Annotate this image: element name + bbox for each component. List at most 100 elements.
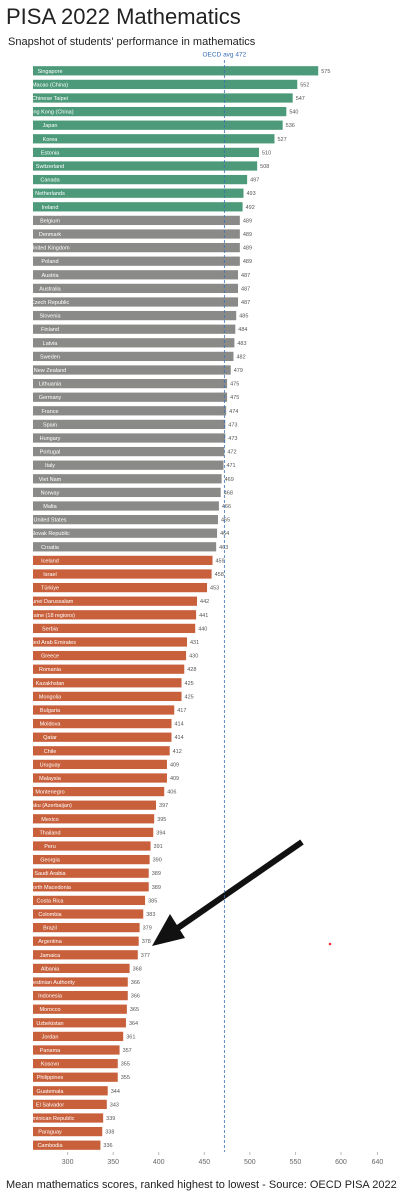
bar [33, 392, 228, 402]
category-label: Finland [41, 327, 59, 333]
bar [33, 1126, 103, 1137]
value-label: 458 [215, 572, 224, 578]
category-label: Estonia [41, 150, 60, 156]
bar [33, 1113, 104, 1123]
category-label: Moldova [40, 722, 62, 728]
bar [33, 977, 128, 987]
bar [33, 134, 275, 144]
bar [33, 732, 172, 742]
category-label: Brazil [43, 926, 57, 932]
category-label: Colombia [38, 912, 62, 918]
bar [33, 297, 239, 307]
value-label: 366 [131, 980, 140, 986]
value-label: 464 [220, 531, 229, 537]
value-label: 471 [226, 463, 235, 469]
value-label: 487 [241, 273, 250, 279]
category-label: Chile [44, 749, 57, 755]
value-label: 493 [246, 191, 255, 197]
category-label: Malta [43, 504, 57, 510]
category-label: Denmark [39, 232, 62, 238]
category-label: Slovak Republic [30, 531, 70, 537]
bar [33, 338, 235, 348]
arrow-head [152, 914, 185, 946]
value-label: 489 [243, 259, 252, 265]
bar [33, 433, 226, 443]
category-label: Israel [43, 572, 56, 578]
bar [33, 147, 259, 158]
bar [33, 868, 149, 878]
category-label: Czech Republic [31, 300, 70, 306]
category-label: Dominican Republic [26, 1116, 75, 1122]
bar [33, 66, 319, 76]
category-label: Guatemala [37, 1089, 65, 1095]
bar [33, 460, 224, 470]
value-label: 339 [106, 1116, 115, 1122]
category-label: Brunei Darussalam [27, 599, 74, 605]
category-label: France [41, 409, 58, 415]
value-label: 361 [126, 1034, 135, 1040]
value-label: 473 [228, 436, 237, 442]
category-label: Montenegro [35, 790, 64, 796]
value-label: 366 [131, 994, 140, 1000]
category-label: Serbia [42, 626, 59, 632]
bar [33, 283, 239, 294]
category-label: Cambodia [37, 1143, 63, 1149]
category-label: Croatia [41, 545, 60, 551]
x-tick-label: 400 [153, 1159, 165, 1166]
value-label: 484 [238, 327, 247, 333]
bar [33, 474, 222, 484]
value-label: 489 [243, 232, 252, 238]
category-label: Jordan [42, 1034, 59, 1040]
category-label: Macao (China) [32, 82, 68, 88]
bar [33, 895, 146, 906]
bar [33, 786, 165, 797]
category-label: Netherlands [35, 191, 65, 197]
bar [33, 365, 231, 375]
dot [328, 942, 332, 946]
category-label: Morocco [39, 1007, 60, 1013]
value-label: 482 [236, 354, 245, 360]
bar [33, 1045, 120, 1055]
bar [33, 1140, 101, 1150]
value-label: 430 [189, 654, 198, 660]
value-label: 540 [289, 110, 298, 116]
bar [33, 882, 149, 892]
bar [33, 1018, 126, 1028]
x-tick-label: 300 [62, 1159, 74, 1166]
category-label: Jamaica [40, 953, 61, 959]
category-label: United States [33, 518, 66, 524]
value-label: 417 [177, 708, 186, 714]
bar [33, 501, 219, 511]
chart-subtitle: Snapshot of students' performance in mat… [8, 36, 256, 48]
category-label: Canada [40, 178, 60, 184]
x-tick-label: 450 [198, 1159, 210, 1166]
bar [33, 950, 138, 960]
bar [33, 963, 130, 974]
value-label: 465 [221, 518, 230, 524]
value-label: 487 [241, 286, 250, 292]
category-label: Panama [40, 1048, 61, 1054]
reference-label: OECD avg 472 [202, 52, 246, 59]
value-label: 440 [198, 626, 207, 632]
category-label: Malaysia [39, 776, 62, 782]
bar [33, 351, 234, 362]
bar [33, 746, 170, 756]
value-label: 492 [246, 205, 255, 211]
value-label: 409 [170, 762, 179, 768]
value-label: 474 [229, 409, 238, 415]
value-label: 377 [141, 953, 150, 959]
value-label: 343 [110, 1102, 119, 1108]
category-label: Norway [41, 490, 60, 496]
value-label: 442 [200, 599, 209, 605]
category-label: Saudi Arabia [34, 871, 66, 877]
category-label: Iceland [41, 558, 59, 564]
category-label: Georgia [40, 858, 61, 864]
category-label: Thailand [39, 830, 60, 836]
bar [33, 759, 167, 770]
bar [33, 528, 218, 538]
category-label: Qatar [43, 735, 57, 741]
category-label: Greece [41, 654, 59, 660]
category-label: Peru [44, 844, 56, 850]
bar [33, 990, 128, 1001]
